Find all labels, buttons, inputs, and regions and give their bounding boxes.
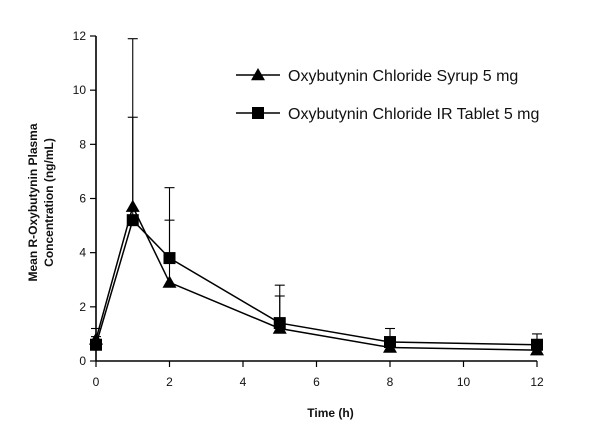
y-tick-label: 10 bbox=[73, 83, 87, 97]
x-axis-title: Time (h) bbox=[307, 406, 353, 420]
legend-item: Oxybutynin Chloride IR Tablet 5 mg bbox=[236, 106, 539, 123]
y-axis-title-line-2: Concentration (ng/mL) bbox=[42, 138, 56, 267]
y-tick-label: 6 bbox=[79, 192, 86, 206]
y-tick-label: 0 bbox=[79, 354, 86, 368]
data-point bbox=[531, 338, 543, 351]
legend-item: Oxybutynin Chloride Syrup 5 mg bbox=[236, 68, 518, 85]
data-point bbox=[384, 336, 396, 349]
x-tick-label: 4 bbox=[240, 375, 247, 389]
y-tick-label: 12 bbox=[73, 29, 87, 43]
series-tablet bbox=[90, 116, 543, 351]
x-tick-label: 2 bbox=[166, 375, 173, 389]
data-point bbox=[163, 252, 176, 265]
legend-label: Oxybutynin Chloride Syrup 5 mg bbox=[288, 68, 518, 85]
data-point bbox=[126, 214, 139, 227]
data-point bbox=[90, 338, 102, 351]
y-tick-label: 4 bbox=[79, 246, 86, 260]
data-point bbox=[273, 317, 286, 330]
x-tick-label: 8 bbox=[387, 375, 394, 389]
data-point bbox=[162, 275, 177, 288]
legend-label: Oxybutynin Chloride IR Tablet 5 mg bbox=[288, 106, 539, 123]
square-marker-icon bbox=[252, 107, 264, 119]
legend: Oxybutynin Chloride Syrup 5 mg Oxybutynin… bbox=[236, 68, 539, 123]
plot-area bbox=[89, 38, 544, 356]
triangle-marker-icon bbox=[251, 68, 265, 81]
y-axis-title: Mean R-Oxybutynin Plasma Concentration (… bbox=[26, 123, 56, 281]
x-tick-label: 0 bbox=[93, 375, 100, 389]
axes: 0 2 4 6 8 10 12 0 2 4 6 8 10 12 bbox=[73, 29, 544, 389]
y-tick-label: 2 bbox=[79, 300, 86, 314]
axis-titles: Time (h) Mean R-Oxybutynin Plasma Concen… bbox=[26, 123, 354, 420]
series-line bbox=[95, 204, 538, 351]
x-tick-label: 12 bbox=[530, 375, 544, 389]
y-axis-title-line-1: Mean R-Oxybutynin Plasma bbox=[26, 123, 40, 281]
series-syrup bbox=[89, 38, 544, 356]
x-tick-label: 6 bbox=[313, 375, 320, 389]
series-line bbox=[95, 218, 538, 346]
y-tick-label: 8 bbox=[79, 137, 86, 151]
x-tick-label: 10 bbox=[457, 375, 471, 389]
